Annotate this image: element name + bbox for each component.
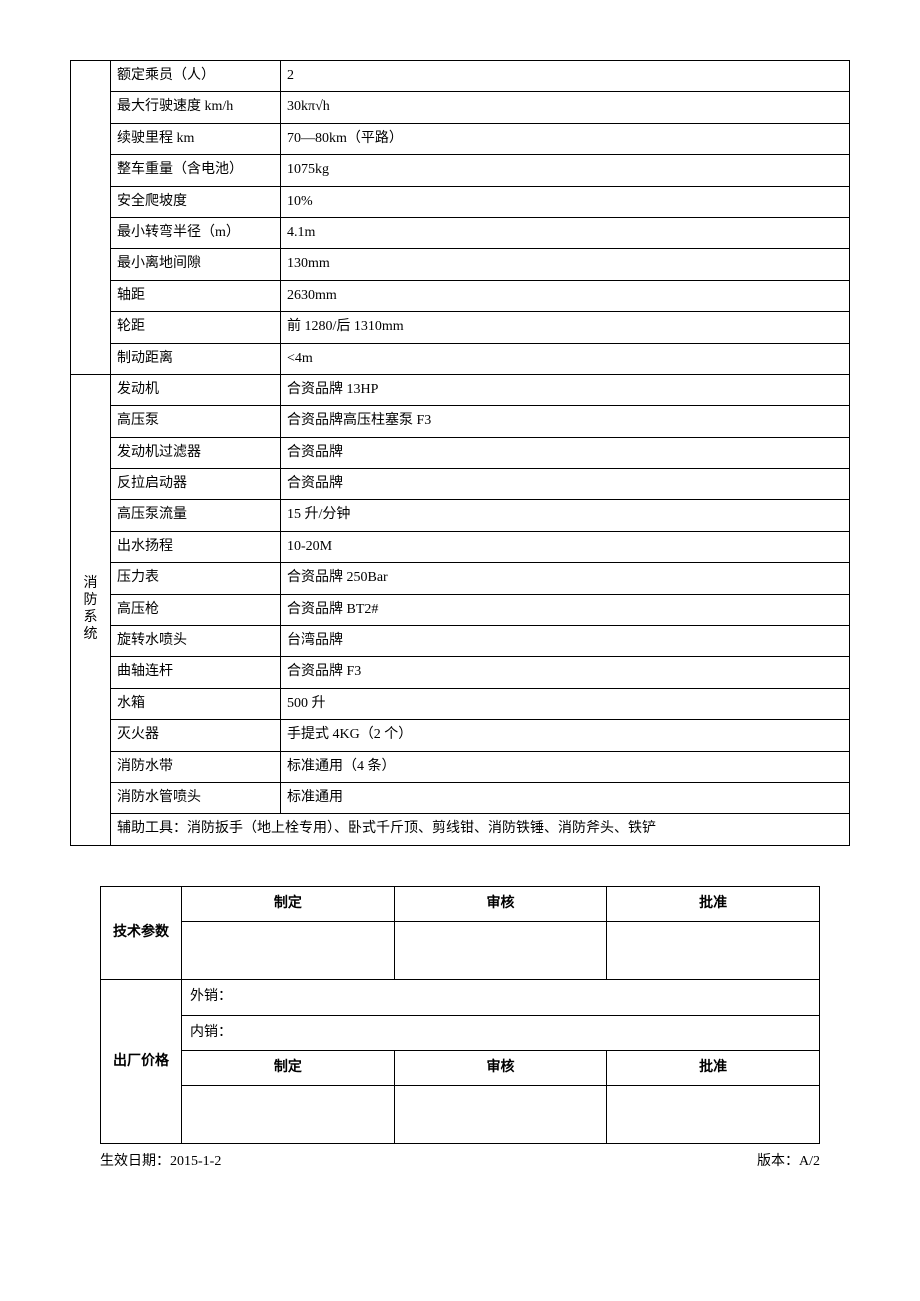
param-name: 轴距 bbox=[111, 280, 281, 311]
param-name: 最小离地间隙 bbox=[111, 249, 281, 280]
param-name: 最小转弯半径（m） bbox=[111, 217, 281, 248]
param-name: 安全爬坡度 bbox=[111, 186, 281, 217]
param-name: 整车重量（含电池） bbox=[111, 155, 281, 186]
param-name: 续驶里程 km bbox=[111, 123, 281, 154]
sig-cell bbox=[394, 1086, 607, 1144]
param-name: 出水扬程 bbox=[111, 531, 281, 562]
param-value: 标准通用 bbox=[281, 782, 850, 813]
param-value: 标准通用（4 条） bbox=[281, 751, 850, 782]
param-name: 曲轴连杆 bbox=[111, 657, 281, 688]
param-name: 压力表 bbox=[111, 563, 281, 594]
param-value: 合资品牌 bbox=[281, 469, 850, 500]
param-name: 制动距离 bbox=[111, 343, 281, 374]
effective-date: 生效日期：2015-1-2 bbox=[100, 1150, 221, 1170]
param-value: 2630mm bbox=[281, 280, 850, 311]
param-value: <4m bbox=[281, 343, 850, 374]
spec-table: 额定乘员（人）2最大行驶速度 km/h30kπ√h续驶里程 km70—80km（… bbox=[70, 60, 850, 846]
param-name: 轮距 bbox=[111, 312, 281, 343]
param-value: 130mm bbox=[281, 249, 850, 280]
sig-cell bbox=[182, 922, 395, 980]
param-value: 2 bbox=[281, 61, 850, 92]
param-value: 4.1m bbox=[281, 217, 850, 248]
header-make-2: 制定 bbox=[182, 1050, 395, 1085]
param-name: 灭火器 bbox=[111, 720, 281, 751]
param-value: 台湾品牌 bbox=[281, 626, 850, 657]
param-value: 1075kg bbox=[281, 155, 850, 186]
factory-price-label: 出厂价格 bbox=[101, 980, 182, 1144]
aux-tools: 辅助工具：消防扳手（地上栓专用）、卧式千斤顶、剪线钳、消防铁锤、消防斧头、铁铲 bbox=[111, 814, 850, 845]
param-value: 10-20M bbox=[281, 531, 850, 562]
section2-label: 消防系统 bbox=[71, 374, 111, 845]
param-value: 合资品牌 bbox=[281, 437, 850, 468]
header-approve-2: 批准 bbox=[607, 1050, 820, 1085]
param-name: 高压枪 bbox=[111, 594, 281, 625]
section1-label bbox=[71, 61, 111, 375]
param-value: 30kπ√h bbox=[281, 92, 850, 123]
param-name: 旋转水喷头 bbox=[111, 626, 281, 657]
sig-cell bbox=[394, 922, 607, 980]
param-name: 反拉启动器 bbox=[111, 469, 281, 500]
export-sales: 外销： bbox=[182, 980, 820, 1015]
param-name: 消防水带 bbox=[111, 751, 281, 782]
sig-cell bbox=[607, 922, 820, 980]
param-name: 高压泵 bbox=[111, 406, 281, 437]
param-value: 合资品牌 250Bar bbox=[281, 563, 850, 594]
param-name: 发动机过滤器 bbox=[111, 437, 281, 468]
param-value: 10% bbox=[281, 186, 850, 217]
signature-table: 技术参数 制定 审核 批准 出厂价格 外销： 内销： 制定 审核 批准 bbox=[100, 886, 820, 1145]
param-name: 发动机 bbox=[111, 374, 281, 405]
param-value: 合资品牌高压柱塞泵 F3 bbox=[281, 406, 850, 437]
param-name: 最大行驶速度 km/h bbox=[111, 92, 281, 123]
version: 版本：A/2 bbox=[757, 1150, 820, 1170]
param-value: 70—80km（平路） bbox=[281, 123, 850, 154]
param-name: 水箱 bbox=[111, 688, 281, 719]
param-value: 500 升 bbox=[281, 688, 850, 719]
header-review-2: 审核 bbox=[394, 1050, 607, 1085]
tech-params-label: 技术参数 bbox=[101, 886, 182, 979]
param-value: 15 升/分钟 bbox=[281, 500, 850, 531]
param-value: 合资品牌 BT2# bbox=[281, 594, 850, 625]
footer: 生效日期：2015-1-2 版本：A/2 bbox=[100, 1150, 820, 1170]
param-value: 手提式 4KG（2 个） bbox=[281, 720, 850, 751]
header-review: 审核 bbox=[394, 886, 607, 921]
param-name: 消防水管喷头 bbox=[111, 782, 281, 813]
param-name: 额定乘员（人） bbox=[111, 61, 281, 92]
header-make: 制定 bbox=[182, 886, 395, 921]
sig-cell bbox=[182, 1086, 395, 1144]
sig-cell bbox=[607, 1086, 820, 1144]
param-value: 合资品牌 13HP bbox=[281, 374, 850, 405]
param-value: 前 1280/后 1310mm bbox=[281, 312, 850, 343]
param-value: 合资品牌 F3 bbox=[281, 657, 850, 688]
header-approve: 批准 bbox=[607, 886, 820, 921]
domestic-sales: 内销： bbox=[182, 1015, 820, 1050]
param-name: 高压泵流量 bbox=[111, 500, 281, 531]
